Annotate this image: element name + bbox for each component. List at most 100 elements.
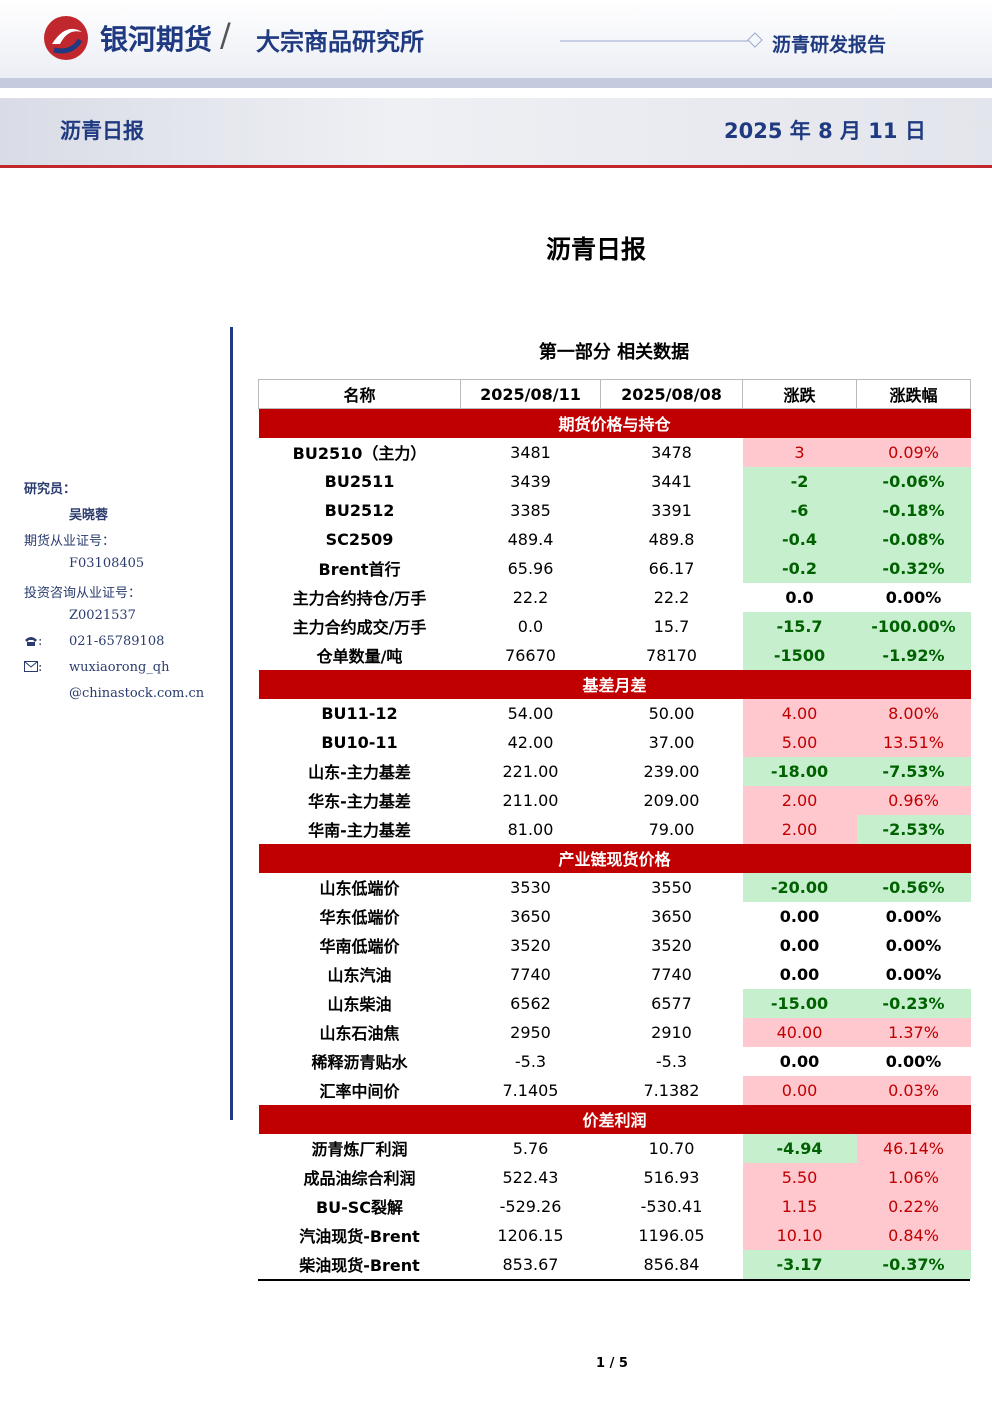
data-row: Brent首行 65.96 66.17 -0.2 -0.32% [259, 553, 971, 583]
row-name: 山东-主力基差 [308, 763, 411, 782]
doc-title: 沥青日报 [545, 235, 646, 264]
data-row: 山东石油焦 2950 2910 40.00 1.37% [259, 1017, 971, 1047]
value-cell: -5.3 [655, 1051, 688, 1071]
value-cell: 0.00 [779, 964, 820, 984]
futures-license: F03108405 [69, 556, 145, 571]
banner-line [0, 165, 992, 168]
value-cell: 0.09% [856, 437, 971, 467]
value-cell: -0.06% [856, 466, 971, 496]
value-cell: 1.15 [742, 1191, 857, 1221]
value-cell: 66.17 [648, 558, 695, 578]
value-cell: 81.00 [507, 819, 554, 839]
data-table: 名称 2025/08/11 2025/08/08 涨跌 涨跌幅 期货价格与持仓 BU2510… [258, 379, 971, 1279]
data-row: BU10-11 42.00 37.00 5.00 13.51% [259, 727, 971, 757]
row-name: BU2512 [324, 500, 395, 520]
value-cell: 3650 [510, 906, 551, 926]
data-row: 仓单数量/吨 76670 78170 -1500 -1.92% [259, 640, 971, 670]
value-cell: 5.76 [512, 1138, 549, 1158]
value-cell: 0.03% [856, 1075, 971, 1105]
sidebar-rule [230, 327, 233, 1120]
value-cell: 522.43 [502, 1167, 559, 1187]
value-cell: 22.2 [653, 587, 690, 607]
value-cell: -7.53% [856, 756, 971, 786]
futures-license-label: 期货从业证号： [24, 534, 116, 549]
value-cell: 3 [742, 437, 857, 467]
data-row: 汽油现货-Brent 1206.15 1196.05 10.10 0.84% [259, 1220, 971, 1250]
section-row: 产业链现货价格 [258, 843, 971, 873]
row-name: BU-SC裂解 [315, 1198, 404, 1217]
data-row: 沥青炼厂利润 5.76 10.70 -4.94 46.14% [259, 1133, 971, 1163]
value-cell: 3530 [510, 877, 551, 897]
data-row: BU-SC裂解 -529.26 -530.41 1.15 0.22% [259, 1191, 971, 1221]
value-cell: -1500 [742, 640, 857, 670]
row-name: 柴油现货-Brent [299, 1256, 420, 1275]
page-number: 1 / 5 [596, 1356, 628, 1371]
value-cell: -4.94 [742, 1133, 857, 1163]
email-user: wuxiaorong_qh [69, 660, 170, 675]
value-cell: 489.8 [648, 529, 695, 549]
value-cell: -2.53% [856, 814, 971, 844]
value-cell: 0.00% [885, 1051, 942, 1071]
phone-icon [25, 637, 37, 646]
value-cell: 22.2 [512, 587, 549, 607]
value-cell: 40.00 [742, 1017, 857, 1047]
value-cell: 7.1405 [502, 1080, 559, 1100]
value-cell: 0.00% [885, 906, 942, 926]
email-icon [24, 661, 38, 672]
data-row: 华南低端价 3520 3520 0.00 0.00% [259, 931, 971, 960]
value-cell: 209.00 [643, 790, 700, 810]
header-cell: 名称 [258, 379, 461, 409]
row-name: 山东柴油 [327, 995, 392, 1014]
value-cell: 3650 [651, 906, 692, 926]
header-cell: 2025/08/08 [600, 379, 743, 409]
email-label: : [38, 660, 43, 675]
banner-date: 2025 年 8 月 11 日 [724, 119, 926, 143]
row-name: BU2510（主力） [292, 444, 427, 463]
value-cell: -3.17 [742, 1249, 857, 1279]
value-cell: 3441 [651, 471, 692, 491]
header-cell: 涨跌幅 [856, 379, 971, 409]
row-name: 山东汽油 [327, 966, 392, 985]
header-band [0, 78, 992, 88]
value-cell: 0.00 [779, 935, 820, 955]
value-cell: -15.00 [742, 988, 857, 1018]
value-cell: -6 [742, 495, 857, 525]
section-name: 基差月差 [258, 669, 971, 699]
value-cell: 221.00 [502, 761, 559, 781]
data-row: 山东低端价 3530 3550 -20.00 -0.56% [259, 872, 971, 902]
data-row: 山东汽油 7740 7740 0.00 0.00% [259, 960, 971, 989]
banner-title: 沥青日报 [60, 119, 144, 143]
phone-label: : [38, 634, 43, 649]
decor-line [560, 32, 763, 48]
row-name: 主力合约持仓/万手 [292, 589, 427, 608]
advisory-license-label: 投资咨询从业证号： [24, 586, 142, 601]
value-cell: 0.0 [785, 587, 814, 607]
section-row: 期货价格与持仓 [258, 408, 971, 438]
data-row: BU2510（主力） 3481 3478 3 0.09% [259, 437, 971, 467]
value-cell: 3520 [510, 935, 551, 955]
report-type: 沥青研发报告 [772, 34, 887, 56]
section-name: 期货价格与持仓 [258, 408, 971, 438]
value-cell: -0.37% [856, 1249, 971, 1279]
value-cell: 211.00 [502, 790, 559, 810]
row-name: 成品油综合利润 [303, 1169, 416, 1188]
value-cell: -530.41 [640, 1196, 703, 1216]
data-row: BU11-12 54.00 50.00 4.00 8.00% [259, 698, 971, 728]
row-name: BU11-12 [321, 703, 398, 723]
data-row: 山东柴油 6562 6577 -15.00 -0.23% [259, 988, 971, 1018]
researcher: 吴晓蓉 [69, 508, 109, 523]
row-name: 主力合约成交/万手 [292, 618, 427, 637]
value-cell: 0.00% [885, 587, 942, 607]
value-cell: 0.22% [856, 1191, 971, 1221]
value-cell: -15.7 [742, 611, 857, 641]
value-cell: 856.84 [643, 1254, 700, 1274]
row-name: SC2509 [325, 529, 394, 549]
value-cell: 2.00 [742, 814, 857, 844]
data-row: BU2511 3439 3441 -2 -0.06% [259, 466, 971, 496]
data-row: BU2512 3385 3391 -6 -0.18% [259, 495, 971, 525]
value-cell: 0.84% [856, 1220, 971, 1250]
value-cell: -0.56% [856, 872, 971, 902]
separator: / [220, 16, 231, 54]
phone: 021-65789108 [69, 634, 165, 649]
value-cell: -5.3 [514, 1051, 547, 1071]
